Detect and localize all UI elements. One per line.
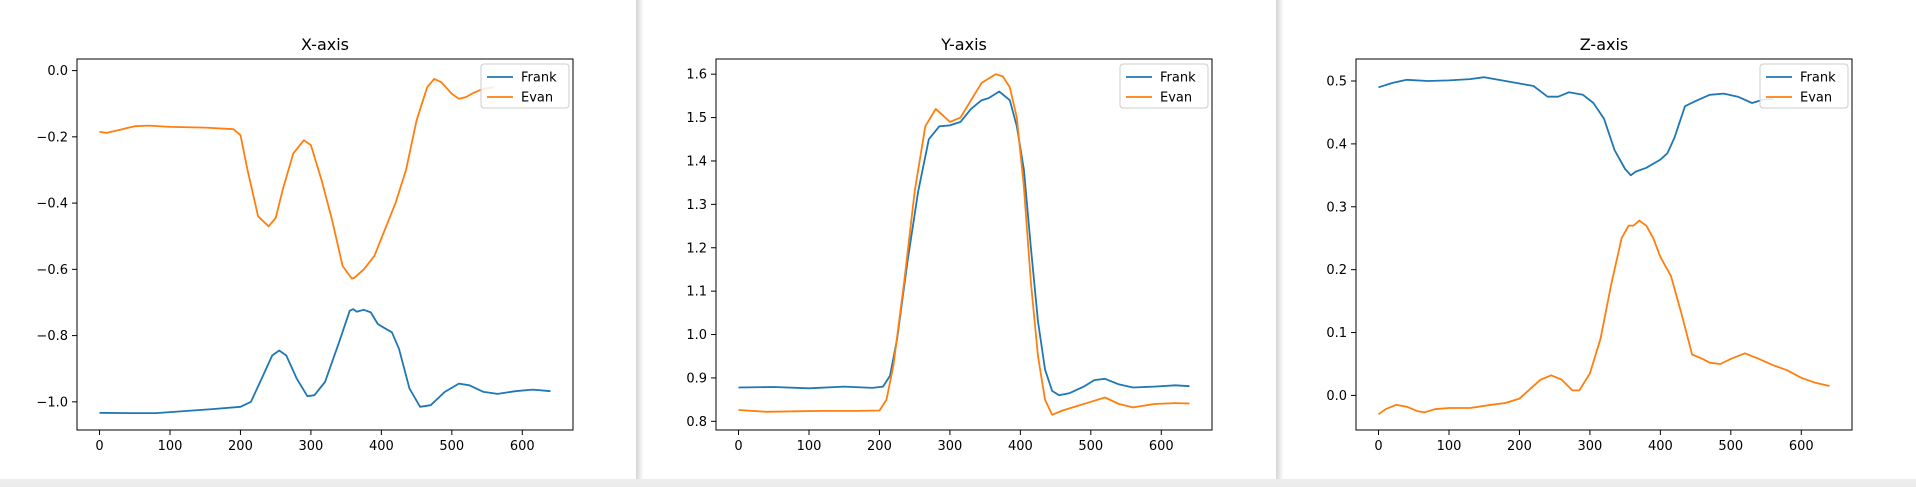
x-tick-label: 400 [1648, 439, 1673, 454]
y-axis-chart: Y-axis 0 100 200 300 400 500 600 0.8 0.9 1.0 1.1 1.2… [686, 35, 1213, 454]
x-tick-label: 200 [228, 439, 253, 454]
y-tick-label: 0.9 [686, 371, 707, 386]
y-tick-label: −0.4 [36, 197, 68, 212]
panel-divider[interactable] [1276, 0, 1284, 483]
series-line-frank [1378, 76, 1774, 177]
y-tick-label: 0.0 [47, 64, 68, 79]
legend-label-evan: Evan [521, 91, 553, 106]
y-tick-label: 1.4 [686, 154, 707, 169]
x-tick-label: 600 [1789, 439, 1814, 454]
y-tick-label: −0.8 [36, 329, 68, 344]
y-tick-label: 1.5 [686, 111, 707, 126]
axes-frame [715, 58, 1213, 431]
x-tick-label: 600 [1149, 439, 1174, 454]
y-tick-label: 1.6 [686, 68, 707, 83]
x-tick-label: 0 [95, 439, 103, 454]
x-tick-label: 100 [158, 439, 183, 454]
chart-title: Z-axis [1580, 35, 1629, 54]
series-line-evan [738, 73, 1190, 416]
x-axis-chart: X-axis 0 100 200 300 400 500 600 0.0 −0.2 −0.4 −0.6… [36, 35, 574, 454]
series-line-frank [99, 308, 551, 414]
legend-label-frank: Frank [1160, 71, 1196, 86]
legend-label-frank: Frank [521, 71, 557, 86]
legend-label-evan: Evan [1800, 91, 1832, 106]
chart-title: X-axis [301, 35, 349, 54]
x-tick-label: 500 [1718, 439, 1743, 454]
legend-label-evan: Evan [1160, 91, 1192, 106]
y-tick-label: 0.5 [1326, 75, 1347, 90]
y-tick-label: 1.2 [686, 241, 707, 256]
x-tick-label: 300 [937, 439, 962, 454]
panel-y-axis: Y-axis 0 100 200 300 400 500 600 0.8 0.9 1.0 1.1 1.2… [644, 0, 1276, 483]
x-tick-label: 200 [867, 439, 892, 454]
axes-frame [1355, 58, 1853, 431]
panel-z-axis: Z-axis 0 100 200 300 400 500 600 0.0 0.1 0.2 0.3 0.4… [1284, 0, 1916, 483]
chart-title: Y-axis [940, 35, 987, 54]
y-tick-label: −1.0 [36, 395, 68, 410]
series-line-frank [738, 90, 1190, 397]
x-tick-label: 0 [734, 439, 742, 454]
y-tick-label: 0.8 [686, 415, 707, 430]
x-tick-label: 0 [1374, 439, 1382, 454]
y-tick-label: 1.0 [686, 328, 707, 343]
y-tick-label: −0.6 [36, 263, 68, 278]
x-tick-label: 100 [1437, 439, 1462, 454]
bottom-scroll-strip [0, 479, 1916, 483]
y-tick-label: 0.0 [1326, 389, 1347, 404]
x-tick-label: 500 [439, 439, 464, 454]
y-tick-label: 0.3 [1326, 200, 1347, 215]
x-tick-label: 200 [1507, 439, 1532, 454]
x-tick-label: 100 [797, 439, 822, 454]
legend-label-frank: Frank [1800, 71, 1836, 86]
y-tick-label: 0.2 [1326, 263, 1347, 278]
z-axis-chart: Z-axis 0 100 200 300 400 500 600 0.0 0.1 0.2 0.3 0.4… [1326, 35, 1853, 454]
y-tick-label: 0.4 [1326, 137, 1347, 152]
x-tick-label: 300 [1577, 439, 1602, 454]
x-tick-label: 400 [369, 439, 394, 454]
y-tick-label: 1.1 [686, 285, 707, 300]
y-tick-label: 1.3 [686, 198, 707, 213]
axes-frame [76, 58, 574, 431]
x-tick-label: 400 [1008, 439, 1033, 454]
series-line-evan [99, 78, 495, 280]
panel-divider[interactable] [636, 0, 644, 483]
x-tick-label: 300 [298, 439, 323, 454]
y-tick-label: 0.1 [1326, 326, 1347, 341]
y-tick-label: −0.2 [36, 130, 68, 145]
panel-x-axis: X-axis 0 100 200 300 400 500 600 0.0 −0.2 −0.4 −0.6… [0, 0, 636, 483]
x-tick-label: 600 [510, 439, 535, 454]
x-tick-label: 500 [1078, 439, 1103, 454]
series-line-evan [1377, 219, 1830, 416]
